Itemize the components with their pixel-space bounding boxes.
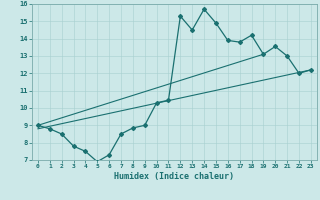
X-axis label: Humidex (Indice chaleur): Humidex (Indice chaleur) (115, 172, 234, 181)
